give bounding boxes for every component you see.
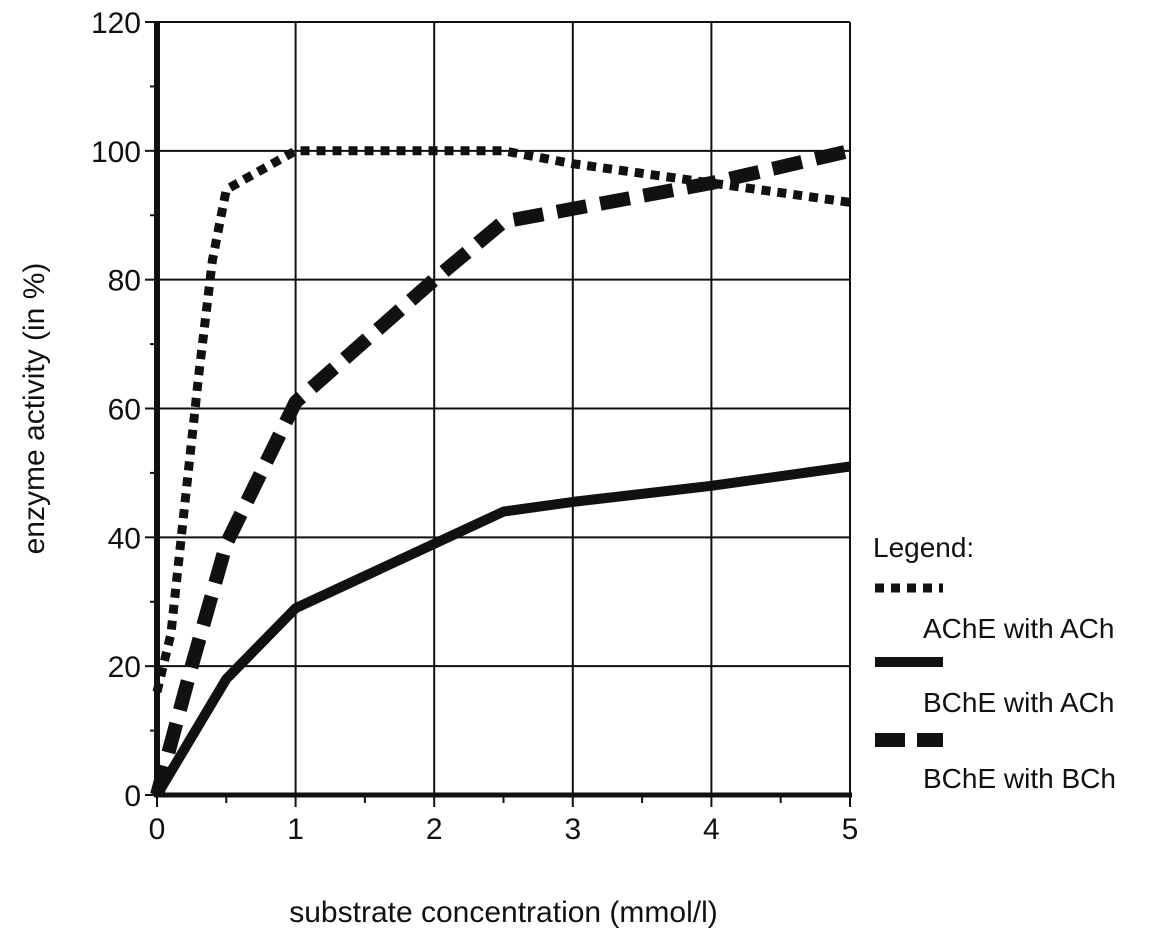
y-tick-label-4: 80 xyxy=(108,265,141,298)
x-tick-label-0: 0 xyxy=(149,813,166,846)
x-tick-label-4: 4 xyxy=(703,813,720,846)
y-axis-title: enzyme activity (in %) xyxy=(18,263,51,555)
x-tick-label-5: 5 xyxy=(842,813,859,846)
series-line-2 xyxy=(150,143,852,797)
legend-entry-2: BChE with BCh xyxy=(923,763,1116,794)
y-tick-label-3: 60 xyxy=(108,394,141,427)
series-group xyxy=(150,143,852,798)
x-tick-label-1: 1 xyxy=(287,813,304,846)
ticks: 0 20 40 60 80 100 120 0 1 2 3 4 5 xyxy=(91,7,858,846)
x-tick-label-2: 2 xyxy=(426,813,443,846)
x-axis-title: substrate concentration (mmol/l) xyxy=(289,896,718,929)
y-tick-label-6: 120 xyxy=(91,7,141,40)
y-tick-label-0: 0 xyxy=(124,780,141,813)
x-tick-label-3: 3 xyxy=(564,813,581,846)
grid xyxy=(157,21,851,795)
legend-entry-0: AChE with ACh xyxy=(923,613,1114,644)
series-line-1 xyxy=(152,461,851,798)
legend-entry-1: BChE with ACh xyxy=(923,687,1114,718)
y-tick-label-1: 20 xyxy=(108,651,141,684)
legend: Legend: AChE with ACh BChE with ACh BChE w… xyxy=(873,532,1116,794)
y-tick-label-2: 40 xyxy=(108,522,141,555)
series-line-0 xyxy=(152,146,851,693)
legend-title: Legend: xyxy=(873,532,974,563)
y-tick-label-5: 100 xyxy=(91,136,141,169)
